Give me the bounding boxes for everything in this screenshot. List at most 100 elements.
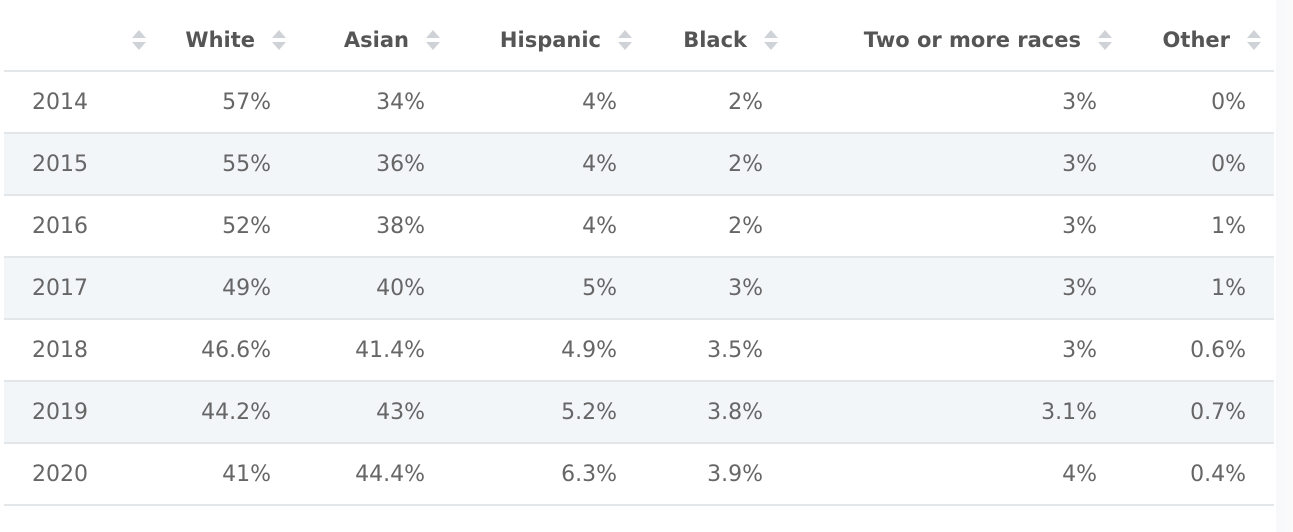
cell-value: 55% [222,151,271,177]
column-header-black[interactable]: Black [645,8,791,72]
column-header-year[interactable] [4,8,159,72]
two-or-more-races-cell: 3% [791,195,1125,258]
cell-value: 3.8% [707,399,763,425]
year-cell: 2017 [4,257,159,320]
hispanic-cell: 5% [453,257,645,320]
cell-value: 1% [1211,213,1246,239]
cell-value: 44.4% [355,461,425,487]
sort-icon[interactable] [271,28,287,52]
cell-value: 34% [376,89,425,115]
column-header-label: Black [683,27,747,52]
white-cell: 57% [159,71,299,134]
asian-cell: 34% [299,71,453,134]
white-cell: 46.6% [159,319,299,382]
sort-icon[interactable] [425,28,441,52]
cell-value: 40% [376,275,425,301]
cell-value: 2% [728,89,763,115]
cell-value: 46.6% [201,337,271,363]
cell-value: 43% [376,399,425,425]
cell-value: 36% [376,151,425,177]
column-header-other[interactable]: Other [1125,8,1274,72]
asian-cell: 44.4% [299,443,453,506]
hispanic-cell: 4% [453,71,645,134]
table-row: 2016 52% 38% 4% 2% 3% 1% [4,195,1274,258]
black-cell: 2% [645,195,791,258]
asian-cell: 36% [299,133,453,196]
cell-value: 52% [222,213,271,239]
hispanic-cell: 5.2% [453,381,645,444]
cell-value: 3% [1062,275,1097,301]
cell-value: 3.1% [1041,399,1097,425]
asian-cell: 40% [299,257,453,320]
column-header-label: Asian [343,27,409,52]
column-header-white[interactable]: White [159,8,299,72]
two-or-more-races-cell: 3% [791,257,1125,320]
cell-value: 0.4% [1190,461,1246,487]
table-row: 2018 46.6% 41.4% 4.9% 3.5% 3% 0.6% [4,319,1274,382]
white-cell: 41% [159,443,299,506]
cell-value: 3.5% [707,337,763,363]
cell-value: 4.9% [561,337,617,363]
year-cell: 2018 [4,319,159,382]
sort-icon[interactable] [763,28,779,52]
black-cell: 3% [645,257,791,320]
cell-value: 0% [1211,89,1246,115]
cell-value: 57% [222,89,271,115]
white-cell: 44.2% [159,381,299,444]
other-cell: 1% [1125,257,1274,320]
ethnicity-table: White Asian Hispanic Black Two or more r… [4,8,1274,506]
cell-value: 38% [376,213,425,239]
header-row: White Asian Hispanic Black Two or more r… [4,8,1274,72]
cell-value: 3% [1062,151,1097,177]
column-header-hispanic[interactable]: Hispanic [453,8,645,72]
year-cell: 2016 [4,195,159,258]
table-row: 2014 57% 34% 4% 2% 3% 0% [4,71,1274,134]
hispanic-cell: 4.9% [453,319,645,382]
cell-value: 6.3% [561,461,617,487]
cell-value: 4% [582,151,617,177]
year-cell: 2019 [4,381,159,444]
scrollbar-track[interactable] [1276,0,1293,532]
hispanic-cell: 6.3% [453,443,645,506]
two-or-more-races-cell: 3% [791,133,1125,196]
column-header-two-or-more-races[interactable]: Two or more races [791,8,1125,72]
column-header-label: Hispanic [499,27,601,52]
cell-value: 41% [222,461,271,487]
sort-icon[interactable] [1246,28,1262,52]
column-header-label: White [185,27,255,52]
sort-icon[interactable] [1097,28,1113,52]
other-cell: 1% [1125,195,1274,258]
black-cell: 2% [645,71,791,134]
black-cell: 3.8% [645,381,791,444]
two-or-more-races-cell: 3% [791,319,1125,382]
sort-icon[interactable] [131,28,147,52]
column-header-asian[interactable]: Asian [299,8,453,72]
cell-value: 4% [582,213,617,239]
table-row: 2017 49% 40% 5% 3% 3% 1% [4,257,1274,320]
cell-value: 0% [1211,151,1246,177]
white-cell: 55% [159,133,299,196]
black-cell: 3.5% [645,319,791,382]
asian-cell: 41.4% [299,319,453,382]
table-row: 2020 41% 44.4% 6.3% 3.9% 4% 0.4% [4,443,1274,506]
cell-value: 2% [728,151,763,177]
other-cell: 0% [1125,133,1274,196]
two-or-more-races-cell: 3.1% [791,381,1125,444]
other-cell: 0.6% [1125,319,1274,382]
asian-cell: 38% [299,195,453,258]
cell-value: 3.9% [707,461,763,487]
cell-value: 5% [582,275,617,301]
sort-icon[interactable] [617,28,633,52]
cell-value: 3% [1062,213,1097,239]
cell-value: 4% [582,89,617,115]
cell-value: 0.7% [1190,399,1246,425]
column-header-label: Two or more races [863,27,1081,52]
asian-cell: 43% [299,381,453,444]
column-header-label: Other [1162,27,1230,52]
other-cell: 0.4% [1125,443,1274,506]
two-or-more-races-cell: 4% [791,443,1125,506]
ethnicity-table-container: White Asian Hispanic Black Two or more r… [4,8,1274,506]
table-row: 2019 44.2% 43% 5.2% 3.8% 3.1% 0.7% [4,381,1274,444]
cell-value: 1% [1211,275,1246,301]
cell-value: 4% [1062,461,1097,487]
